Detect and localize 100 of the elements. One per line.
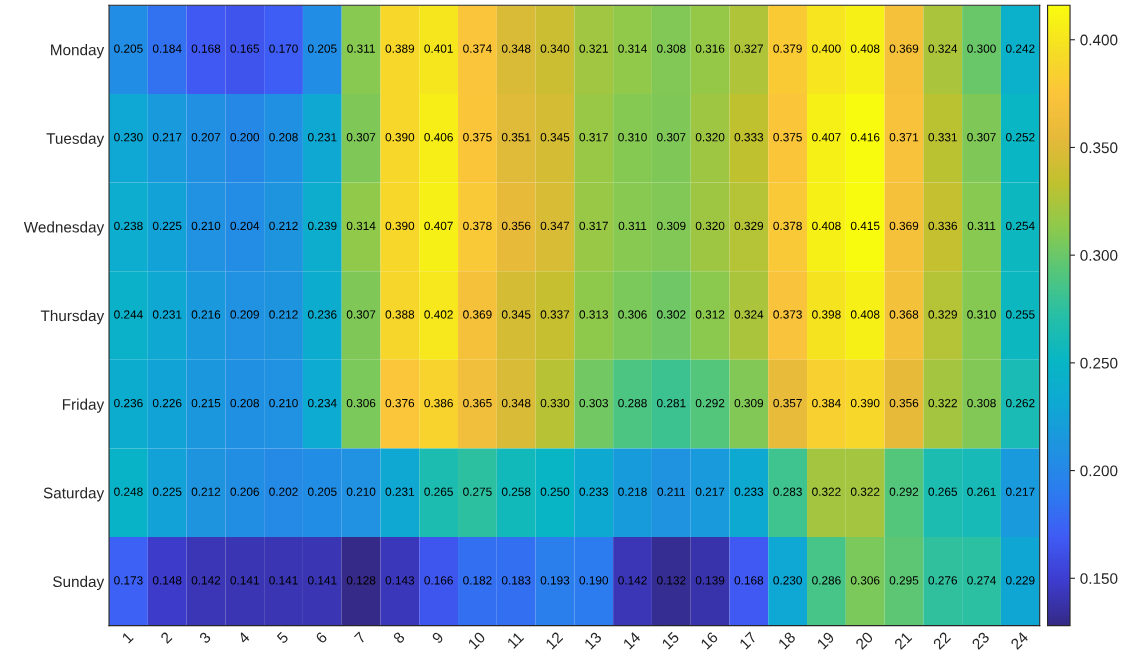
data-label: 0.390 xyxy=(385,133,415,142)
data-label: 0.317 xyxy=(579,221,608,231)
data-label: 0.384 xyxy=(812,398,841,408)
data-label: 0.322 xyxy=(812,487,841,496)
data-label: 0.170 xyxy=(269,44,298,53)
data-label: 0.408 xyxy=(850,44,880,53)
data-label: 0.375 xyxy=(773,133,802,142)
data-label: 0.302 xyxy=(657,310,686,319)
data-label: 0.205 xyxy=(308,487,337,496)
y-tick-label: Sunday xyxy=(53,575,105,591)
data-label: 0.236 xyxy=(308,310,337,319)
data-label: 0.295 xyxy=(889,576,919,585)
data-label: 0.314 xyxy=(346,221,376,231)
data-label: 0.208 xyxy=(269,133,298,142)
data-label: 0.310 xyxy=(618,133,647,142)
x-tick-label: 12 xyxy=(545,631,564,650)
data-label: 0.292 xyxy=(889,487,919,496)
data-label: 0.357 xyxy=(773,398,802,408)
data-label: 0.307 xyxy=(346,310,376,319)
data-label: 0.292 xyxy=(695,398,725,408)
data-label: 0.308 xyxy=(967,398,996,408)
x-tick-label: 24 xyxy=(1010,631,1029,650)
data-label: 0.374 xyxy=(463,44,492,53)
data-label: 0.254 xyxy=(1006,221,1035,231)
data-label: 0.388 xyxy=(385,310,415,319)
data-label: 0.309 xyxy=(734,398,764,408)
data-label: 0.398 xyxy=(812,310,841,319)
data-label: 0.141 xyxy=(269,576,298,585)
data-label: 0.310 xyxy=(967,310,996,319)
data-label: 0.345 xyxy=(501,310,531,319)
x-tick-label: 15 xyxy=(661,631,680,650)
color-bar-label: 0.200 xyxy=(1080,465,1118,477)
data-label: 0.312 xyxy=(695,310,725,319)
data-label: 0.234 xyxy=(308,398,337,408)
data-label: 0.217 xyxy=(695,487,725,496)
x-tick-label: 18 xyxy=(777,631,797,650)
data-label: 0.252 xyxy=(1006,133,1035,142)
x-tick-label: 2 xyxy=(159,631,173,644)
data-label: 0.401 xyxy=(424,44,453,53)
data-label: 0.300 xyxy=(967,44,996,53)
data-label: 0.345 xyxy=(540,133,570,142)
data-label: 0.200 xyxy=(230,133,260,142)
data-label: 0.416 xyxy=(850,133,880,142)
data-label: 0.356 xyxy=(889,398,919,408)
y-tick-label: Friday xyxy=(62,398,105,413)
y-tick-label: Wednesday xyxy=(23,221,105,236)
data-label: 0.184 xyxy=(152,44,182,53)
data-label: 0.400 xyxy=(812,44,841,53)
data-label: 0.141 xyxy=(230,576,259,585)
data-label: 0.202 xyxy=(269,487,298,496)
data-label: 0.337 xyxy=(540,310,570,319)
data-label: 0.306 xyxy=(618,310,647,319)
data-label: 0.205 xyxy=(114,44,143,53)
data-label: 0.327 xyxy=(734,44,764,53)
data-label: 0.210 xyxy=(269,398,298,408)
data-label: 0.275 xyxy=(463,487,492,496)
data-label: 0.239 xyxy=(308,221,337,231)
data-label: 0.225 xyxy=(152,221,182,231)
x-tick-label: 19 xyxy=(816,631,835,650)
data-label: 0.265 xyxy=(928,487,958,496)
y-tick-label: Tuesday xyxy=(46,132,105,147)
data-label: 0.333 xyxy=(734,133,764,142)
x-tick-label: 7 xyxy=(354,631,367,644)
data-label: 0.373 xyxy=(773,310,802,319)
data-label: 0.415 xyxy=(850,221,880,231)
data-label: 0.204 xyxy=(230,221,260,231)
data-label: 0.330 xyxy=(540,398,570,408)
data-label: 0.322 xyxy=(928,398,957,408)
data-label: 0.286 xyxy=(812,576,841,585)
data-label: 0.324 xyxy=(928,44,958,53)
data-label: 0.148 xyxy=(152,576,182,585)
data-label: 0.390 xyxy=(385,221,415,231)
data-label: 0.142 xyxy=(191,576,221,585)
data-label: 0.217 xyxy=(152,133,182,142)
data-label: 0.166 xyxy=(424,576,453,585)
data-label: 0.281 xyxy=(657,398,686,408)
data-label: 0.389 xyxy=(385,44,415,53)
data-label: 0.283 xyxy=(773,487,802,496)
data-label: 0.307 xyxy=(657,133,686,142)
data-label: 0.351 xyxy=(501,133,531,142)
data-label: 0.242 xyxy=(1006,44,1035,53)
data-label: 0.183 xyxy=(501,576,531,585)
x-tick-label: 21 xyxy=(893,631,913,650)
data-label: 0.320 xyxy=(695,133,725,142)
x-tick-label: 22 xyxy=(932,631,952,650)
color-bar-label: 0.250 xyxy=(1080,357,1118,369)
x-tick-label: 11 xyxy=(506,631,525,649)
data-label: 0.402 xyxy=(424,310,453,319)
color-bar-label: 0.350 xyxy=(1080,142,1118,154)
data-label: 0.313 xyxy=(579,310,609,319)
data-label: 0.225 xyxy=(152,487,182,496)
data-label: 0.369 xyxy=(889,221,919,231)
data-label: 0.193 xyxy=(540,576,570,585)
data-label: 0.244 xyxy=(114,310,143,319)
data-label: 0.255 xyxy=(1006,310,1035,319)
data-label: 0.168 xyxy=(191,44,221,53)
x-tick-label: 9 xyxy=(431,631,445,644)
data-label: 0.173 xyxy=(114,576,143,585)
data-label: 0.378 xyxy=(463,221,492,231)
x-tick-label: 23 xyxy=(971,631,990,650)
